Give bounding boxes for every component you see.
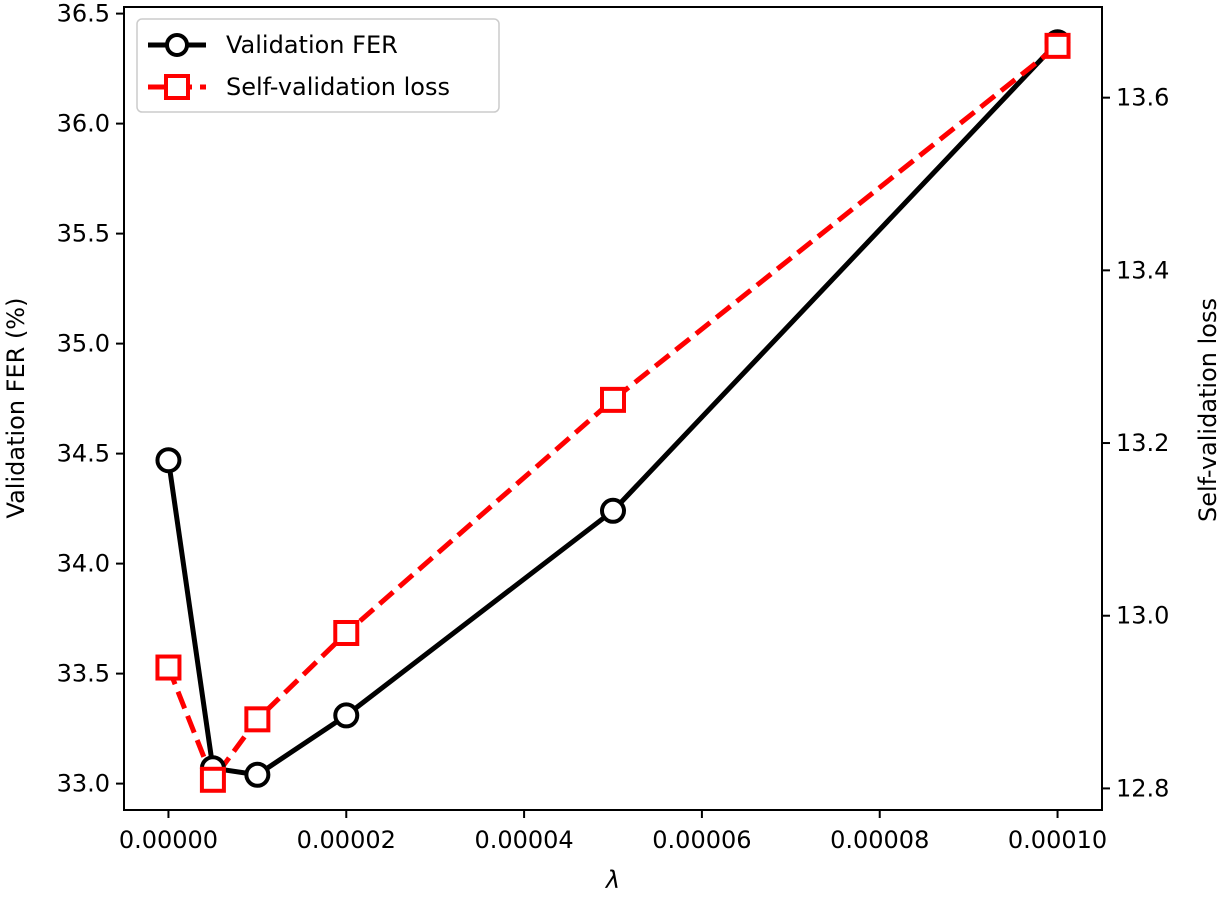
x-tick-label: 0.00010 bbox=[1008, 826, 1107, 854]
legend-frame bbox=[136, 18, 500, 113]
y-left-tick-label: 36.5 bbox=[57, 0, 110, 28]
series-line-validation-fer bbox=[165, 40, 1060, 778]
series-layer bbox=[155, 29, 1071, 793]
x-tick-label: 0.00006 bbox=[652, 826, 751, 854]
x-tick-label: 0.00004 bbox=[474, 826, 573, 854]
y-right-tick-label: 12.8 bbox=[1116, 774, 1169, 802]
y-left-tick-label: 35.0 bbox=[57, 330, 110, 358]
y-right-tick-label: 13.4 bbox=[1116, 256, 1169, 284]
plot-frame bbox=[123, 6, 1103, 811]
data-point-validation-fer bbox=[600, 497, 626, 524]
y-left-tick-label: 34.5 bbox=[57, 440, 110, 468]
data-point-validation-fer bbox=[244, 761, 271, 788]
data-point-self-validation-loss bbox=[600, 386, 626, 413]
legend-entry-validation-fer: Validation FER bbox=[148, 31, 398, 59]
legend: Validation FER Self-validation loss bbox=[136, 18, 500, 113]
data-point-self-validation-loss bbox=[333, 619, 360, 646]
y-left-tick-label: 35.5 bbox=[57, 220, 110, 248]
y-axis-right-label: Self-validation loss bbox=[1194, 298, 1218, 522]
y-left-tick-label: 33.0 bbox=[57, 770, 110, 798]
data-point-self-validation-loss bbox=[1044, 32, 1071, 59]
x-tick-label: 0.00002 bbox=[297, 826, 396, 854]
y-axis-left-label: Validation FER (%) bbox=[2, 298, 30, 519]
legend-label-validation-fer: Validation FER bbox=[226, 31, 398, 59]
legend-label-self-validation-loss: Self-validation loss bbox=[226, 73, 450, 101]
data-point-validation-fer bbox=[333, 702, 360, 729]
x-axis-label: λ bbox=[604, 866, 620, 894]
y-right-tick-label: 13.2 bbox=[1116, 429, 1169, 457]
y-axis-right: 12.8 13.0 13.2 13.4 13.6 bbox=[1102, 84, 1169, 802]
data-point-self-validation-loss bbox=[199, 766, 226, 793]
legend-entry-self-validation-loss: Self-validation loss bbox=[148, 73, 450, 101]
y-left-tick-label: 36.0 bbox=[57, 110, 110, 138]
data-point-self-validation-loss bbox=[155, 654, 182, 681]
y-left-tick-label: 33.5 bbox=[57, 660, 110, 688]
x-tick-label: 0.00008 bbox=[830, 826, 929, 854]
y-axis-left: 33.0 33.5 34.0 34.5 35.0 35.5 36.0 36.5 bbox=[57, 0, 124, 798]
series-line-self-validation-loss bbox=[166, 43, 1060, 783]
y-right-tick-label: 13.6 bbox=[1116, 84, 1169, 112]
y-left-tick-label: 34.0 bbox=[57, 550, 110, 578]
x-tick-label: 0.00000 bbox=[119, 826, 218, 854]
data-point-validation-fer bbox=[155, 447, 182, 474]
data-point-self-validation-loss bbox=[244, 706, 271, 733]
legend-marker-square bbox=[164, 74, 190, 100]
x-axis: 0.00000 0.00002 0.00004 0.00006 0.00008 0.000… bbox=[119, 810, 1107, 854]
y-right-tick-label: 13.0 bbox=[1116, 602, 1169, 630]
legend-marker-circle bbox=[165, 33, 189, 57]
